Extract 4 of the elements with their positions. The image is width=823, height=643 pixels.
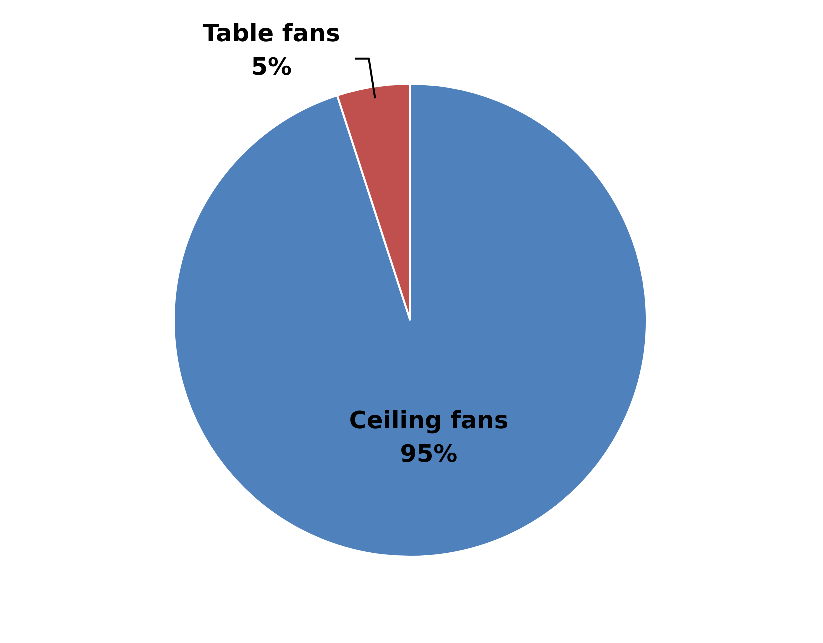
data-label: 5% xyxy=(251,53,292,82)
slice-label: Table fans xyxy=(202,20,340,48)
data-label: 95% xyxy=(400,440,458,468)
slice-label: Ceiling fans xyxy=(349,406,509,435)
